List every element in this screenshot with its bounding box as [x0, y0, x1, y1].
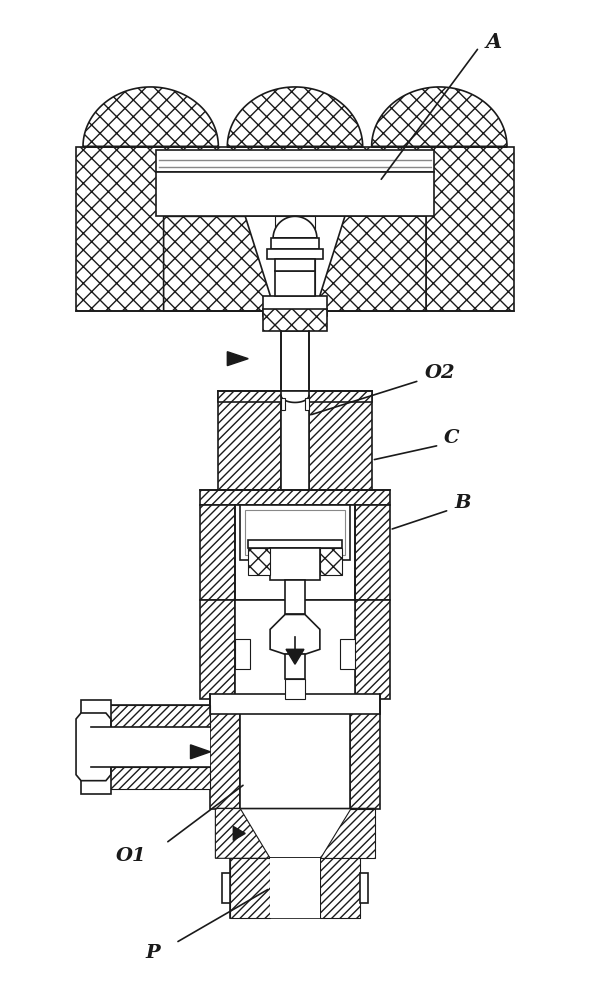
Polygon shape	[227, 87, 363, 147]
Polygon shape	[281, 331, 309, 395]
Polygon shape	[309, 391, 372, 490]
Polygon shape	[215, 809, 270, 858]
Polygon shape	[350, 699, 379, 809]
Polygon shape	[320, 548, 342, 575]
Polygon shape	[230, 858, 360, 918]
Text: O1: O1	[116, 847, 146, 865]
Polygon shape	[211, 699, 240, 809]
Text: A: A	[486, 32, 502, 52]
Polygon shape	[91, 705, 211, 727]
Polygon shape	[281, 398, 285, 410]
Polygon shape	[235, 600, 355, 699]
Polygon shape	[156, 172, 434, 216]
Text: B: B	[454, 494, 471, 512]
Polygon shape	[230, 858, 270, 918]
Text: C: C	[444, 429, 460, 447]
Polygon shape	[248, 540, 342, 548]
Polygon shape	[285, 679, 305, 699]
Polygon shape	[305, 398, 309, 410]
Polygon shape	[275, 259, 315, 271]
Polygon shape	[76, 147, 514, 311]
Polygon shape	[233, 826, 245, 840]
Polygon shape	[76, 713, 111, 781]
Polygon shape	[240, 699, 350, 809]
Polygon shape	[320, 858, 360, 918]
Polygon shape	[222, 873, 230, 903]
Polygon shape	[91, 705, 211, 719]
Polygon shape	[270, 614, 320, 654]
Polygon shape	[235, 639, 250, 669]
Polygon shape	[81, 700, 111, 794]
Polygon shape	[91, 767, 211, 789]
Polygon shape	[340, 639, 355, 669]
Polygon shape	[211, 694, 379, 714]
Polygon shape	[263, 296, 327, 316]
Polygon shape	[91, 727, 211, 767]
Polygon shape	[360, 873, 368, 903]
Polygon shape	[163, 216, 427, 311]
Polygon shape	[267, 249, 323, 259]
Polygon shape	[273, 216, 317, 238]
Polygon shape	[218, 391, 372, 402]
Polygon shape	[275, 271, 315, 296]
Polygon shape	[285, 654, 305, 679]
Polygon shape	[315, 216, 427, 311]
Polygon shape	[235, 505, 355, 600]
Polygon shape	[191, 745, 211, 759]
Polygon shape	[281, 391, 309, 490]
Text: P: P	[146, 944, 160, 962]
Polygon shape	[263, 309, 327, 331]
Polygon shape	[83, 87, 218, 147]
Polygon shape	[227, 352, 248, 366]
Polygon shape	[248, 548, 270, 575]
Polygon shape	[271, 238, 319, 249]
Polygon shape	[275, 216, 315, 311]
Polygon shape	[270, 858, 320, 918]
Text: O2: O2	[424, 364, 455, 382]
Polygon shape	[355, 600, 389, 699]
Polygon shape	[215, 809, 375, 858]
Polygon shape	[218, 391, 281, 490]
Polygon shape	[320, 809, 375, 858]
Polygon shape	[240, 505, 350, 560]
Polygon shape	[285, 580, 305, 614]
Polygon shape	[201, 490, 389, 505]
Polygon shape	[245, 510, 345, 555]
Polygon shape	[163, 216, 275, 311]
Polygon shape	[201, 600, 235, 699]
Polygon shape	[286, 649, 304, 664]
Polygon shape	[372, 87, 507, 147]
Polygon shape	[201, 505, 235, 600]
Polygon shape	[355, 505, 389, 600]
Polygon shape	[156, 150, 434, 172]
Polygon shape	[270, 548, 320, 580]
